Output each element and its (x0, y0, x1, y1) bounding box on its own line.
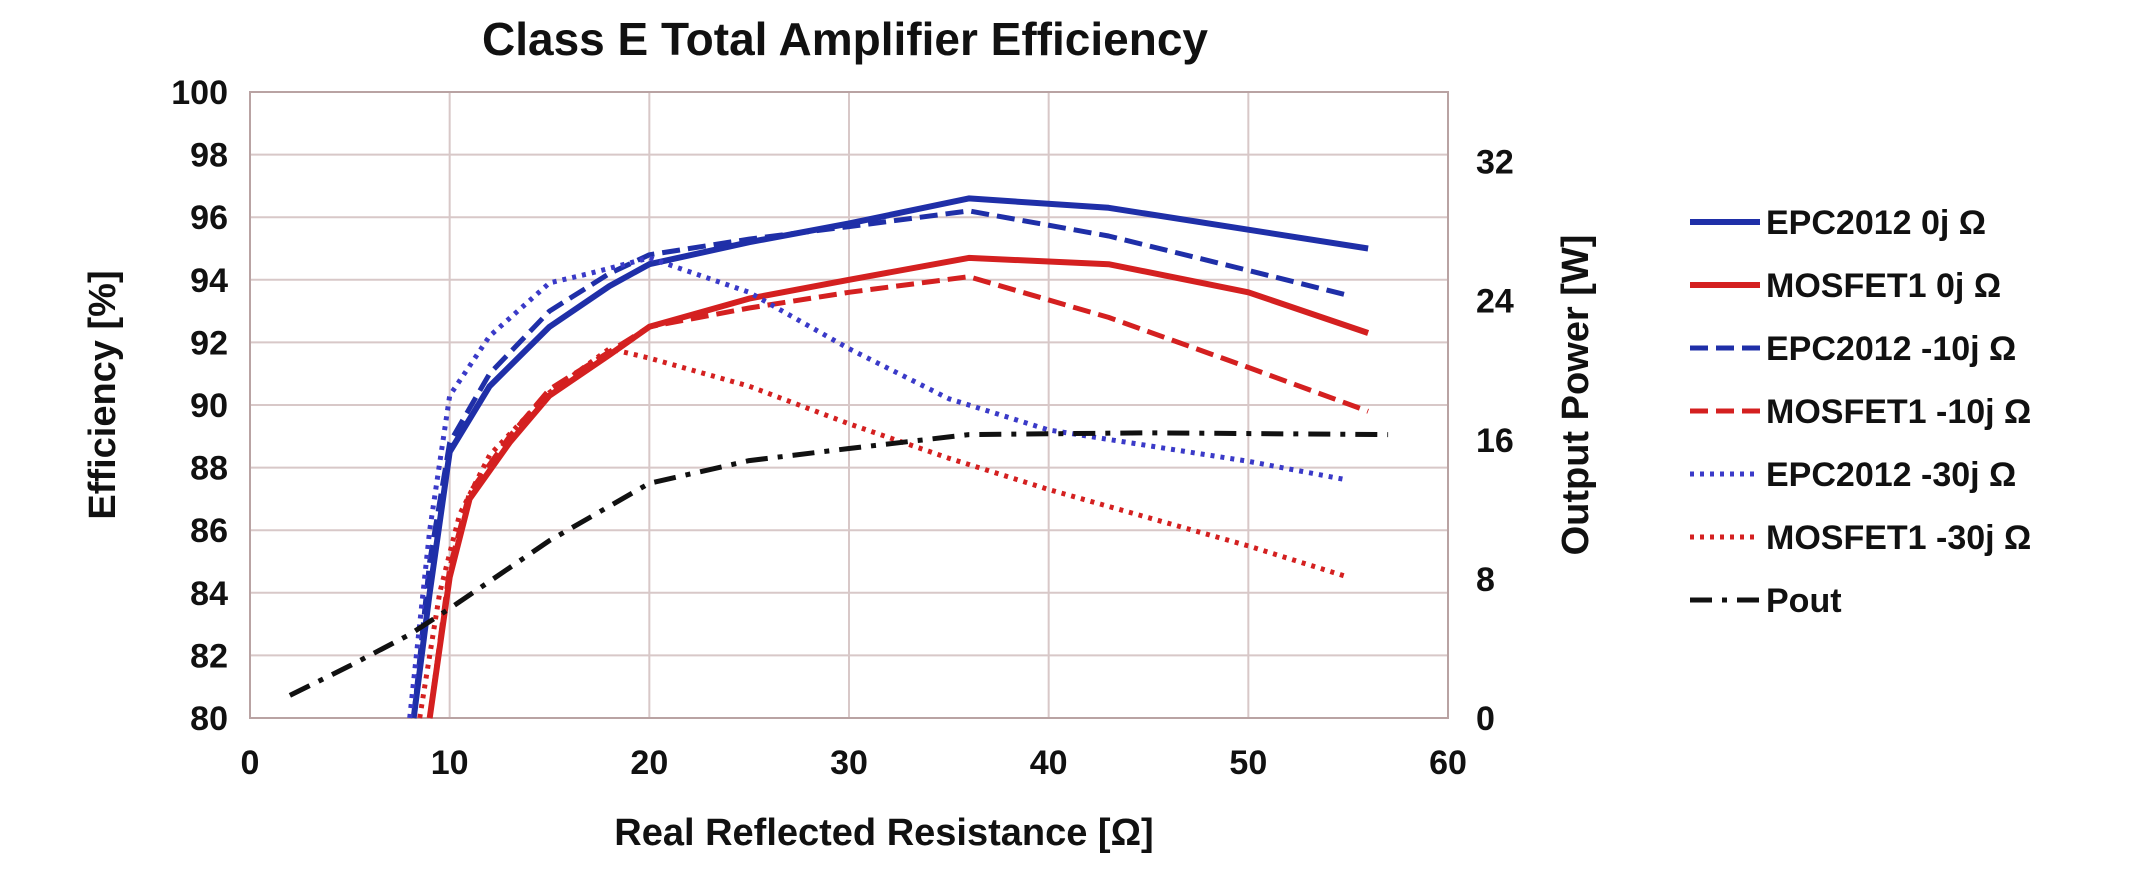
series-line (411, 208, 1349, 719)
y2-axis-label: Output Power [W] (1555, 235, 1597, 556)
y2-tick-label: 8 (1476, 561, 1495, 599)
y-tick-label: 90 (190, 387, 228, 425)
legend-label: MOSFET1 -10j Ω (1766, 393, 2031, 431)
y2-tick-label: 0 (1476, 700, 1495, 738)
x-tick-label: 30 (830, 744, 868, 782)
y2-tick-label: 32 (1476, 144, 1514, 182)
y-axis-label: Efficiency [%] (82, 270, 124, 519)
series-line (417, 346, 1349, 719)
series-line (427, 274, 1369, 719)
x-axis-ticks: 0 10 20 30 40 50 60 (241, 744, 1467, 782)
legend-label: Pout (1766, 582, 1842, 620)
y-tick-label: 86 (190, 512, 228, 550)
x-tick-label: 20 (630, 744, 668, 782)
y-tick-label: 94 (190, 262, 228, 300)
y-tick-label: 92 (190, 324, 228, 362)
y2-axis-ticks: 0 8 16 24 32 (1476, 144, 1514, 738)
series-line (288, 430, 1389, 698)
x-tick-label: 0 (241, 744, 260, 782)
x-tick-label: 10 (431, 744, 469, 782)
chart-title: Class E Total Amplifier Efficiency (482, 13, 1208, 65)
legend-label: EPC2012 -10j Ω (1766, 330, 2016, 368)
legend-label: MOSFET1 0j Ω (1766, 267, 2001, 305)
y-tick-label: 100 (171, 74, 228, 112)
y-axis-ticks: 80 82 84 86 88 90 92 94 96 98 100 (171, 74, 228, 738)
y-tick-label: 82 (190, 637, 228, 675)
legend-label: EPC2012 -30j Ω (1766, 456, 2016, 494)
x-axis-label: Real Reflected Resistance [Ω] (614, 812, 1153, 854)
legend-label: MOSFET1 -30j Ω (1766, 519, 2031, 557)
y-tick-label: 98 (190, 137, 228, 175)
y-tick-label: 88 (190, 450, 228, 488)
y2-tick-label: 16 (1476, 422, 1514, 460)
legend-label: EPC2012 0j Ω (1766, 204, 1986, 242)
x-tick-label: 40 (1030, 744, 1068, 782)
series-lines (288, 195, 1389, 719)
y2-tick-label: 24 (1476, 283, 1514, 321)
x-tick-label: 50 (1229, 744, 1267, 782)
legend: EPC2012 0j Ω MOSFET1 0j Ω EPC2012 -10j Ω MO… (1690, 204, 2031, 620)
x-tick-label: 60 (1429, 744, 1467, 782)
y-tick-label: 96 (190, 199, 228, 237)
y-tick-label: 84 (190, 575, 228, 613)
series-line (407, 255, 1349, 719)
plot-area-frame (249, 91, 1449, 719)
y-tick-label: 80 (190, 700, 228, 738)
